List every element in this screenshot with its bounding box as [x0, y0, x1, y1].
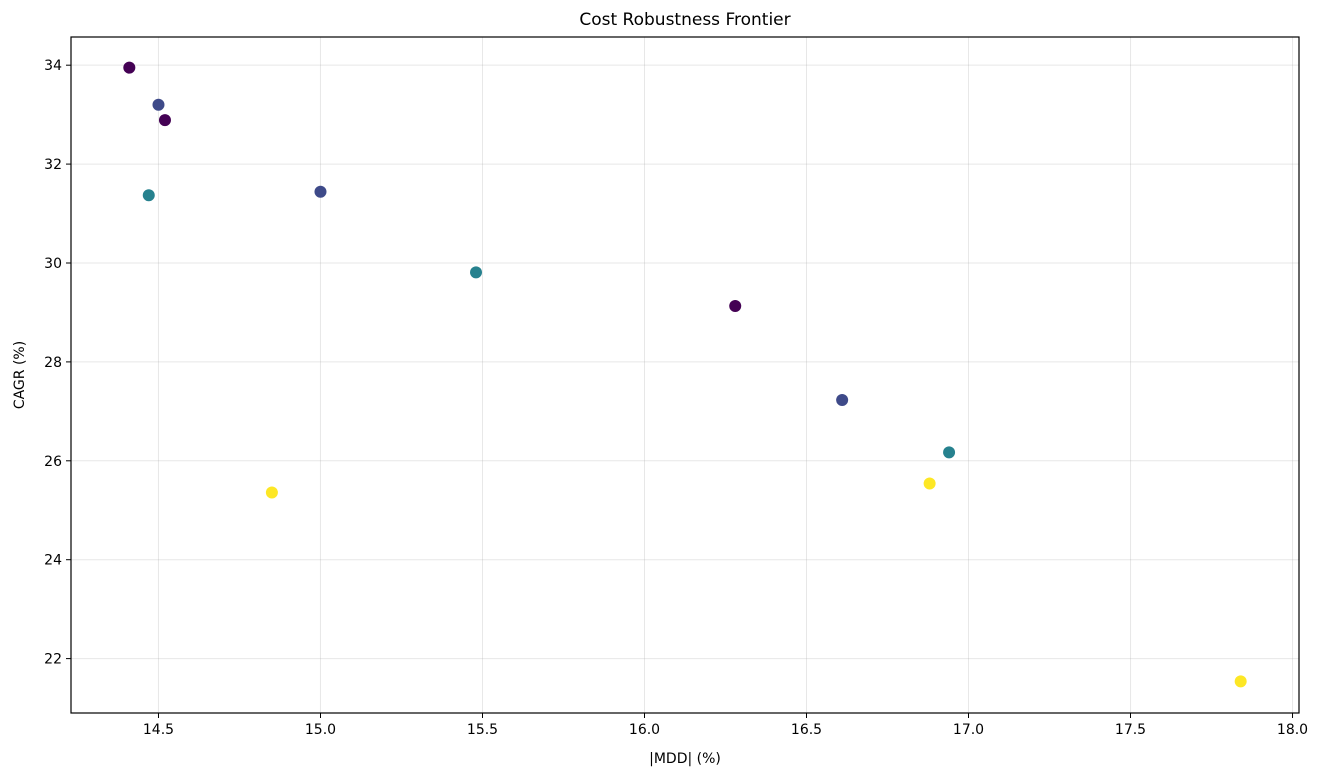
x-tick-label: 18.0	[1277, 722, 1308, 738]
y-tick-label: 32	[44, 157, 62, 173]
data-point	[142, 189, 155, 202]
data-point	[470, 266, 483, 279]
data-point	[314, 185, 327, 198]
y-tick-label: 28	[44, 355, 62, 371]
data-point	[943, 446, 956, 459]
y-tick-label: 22	[44, 652, 62, 668]
x-tick-label: 16.5	[791, 722, 822, 738]
chart-title: Cost Robustness Frontier	[579, 10, 790, 30]
data-points	[123, 61, 1247, 688]
data-point	[152, 98, 165, 111]
data-point	[729, 300, 742, 313]
x-tick-label: 15.0	[305, 722, 336, 738]
x-tick-label: 17.5	[1115, 722, 1146, 738]
y-axis-label: CAGR (%)	[12, 341, 28, 409]
x-tick-label: 15.5	[467, 722, 498, 738]
y-tick-label: 30	[44, 256, 62, 272]
plot-frame	[70, 36, 1300, 714]
data-point	[1234, 675, 1247, 688]
data-point	[265, 486, 278, 499]
grid	[71, 37, 1299, 713]
data-point	[836, 393, 849, 406]
x-axis-ticks: 14.5 15.0 15.5 16.0 16.5 17.0 17.5 18.0	[143, 713, 1308, 738]
data-point	[123, 61, 136, 74]
y-tick-label: 24	[44, 553, 62, 569]
x-tick-label: 16.0	[629, 722, 660, 738]
data-point	[158, 114, 171, 127]
y-tick-label: 26	[44, 454, 62, 470]
data-point	[923, 477, 936, 490]
x-axis-label: |MDD| (%)	[649, 751, 721, 767]
x-tick-label: 17.0	[953, 722, 984, 738]
y-tick-label: 34	[44, 58, 62, 74]
x-tick-label: 14.5	[143, 722, 174, 738]
y-axis-ticks: 22 24 26 28 30 32 34	[44, 58, 71, 668]
